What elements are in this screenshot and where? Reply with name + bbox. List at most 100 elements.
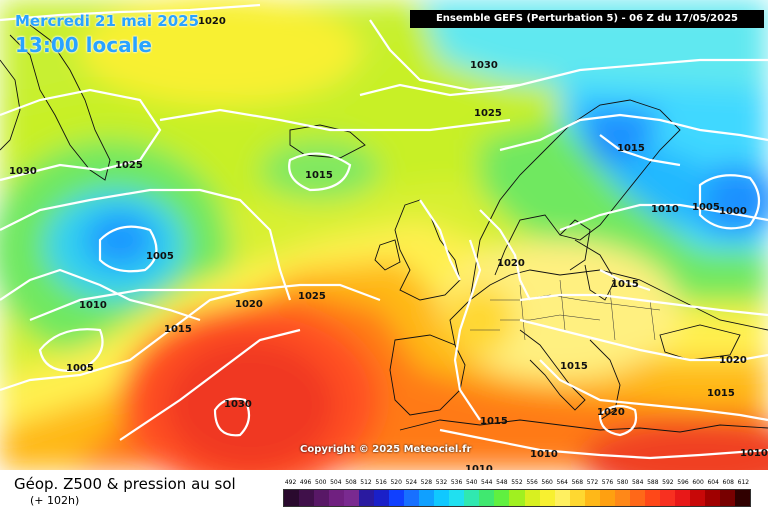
scale-swatch bbox=[599, 490, 615, 506]
scale-swatch bbox=[479, 490, 495, 506]
scale-swatch bbox=[584, 490, 600, 506]
scale-swatch bbox=[539, 490, 555, 506]
isobar-label: 1020 bbox=[497, 258, 525, 269]
scale-swatch bbox=[359, 490, 375, 506]
scale-label: 560 bbox=[541, 479, 553, 486]
isobar-label: 1010 bbox=[465, 464, 493, 470]
scale-label: 584 bbox=[631, 479, 644, 486]
color-scale: 492 496 500 504 508 512 516 520 524 528 532 536 540 5… bbox=[283, 479, 751, 507]
scale-swatch bbox=[449, 490, 465, 506]
map-canvas: 1020 1030 1025 1025 1030 1015 1005 1010 … bbox=[0, 0, 768, 470]
scale-swatch bbox=[659, 490, 675, 506]
scale-swatch bbox=[329, 490, 345, 506]
scale-label: 580 bbox=[616, 479, 629, 486]
scale-label: 544 bbox=[481, 479, 493, 486]
scale-swatch bbox=[719, 490, 735, 506]
scale-label: 576 bbox=[601, 479, 614, 486]
borders bbox=[470, 279, 661, 341]
model-run-banner: Ensemble GEFS (Perturbation 5) - 06 Z du… bbox=[410, 10, 764, 28]
isobar-label: 1020 bbox=[597, 407, 625, 418]
isobar-label: 1010 bbox=[530, 449, 558, 460]
scale-label: 500 bbox=[315, 479, 327, 486]
scale-label: 516 bbox=[375, 479, 387, 486]
isobars bbox=[0, 3, 768, 460]
scale-label: 600 bbox=[692, 479, 704, 486]
scale-swatch bbox=[674, 490, 690, 506]
scale-swatch bbox=[494, 490, 510, 506]
scale-label: 496 bbox=[299, 479, 312, 486]
scale-label: 508 bbox=[345, 479, 357, 486]
scale-label: 552 bbox=[511, 479, 523, 486]
scale-label: 504 bbox=[330, 479, 342, 486]
scale-swatch bbox=[464, 490, 480, 506]
isobar-label: 1005 bbox=[692, 202, 720, 213]
geopotential-field bbox=[0, 0, 768, 470]
isobar-label: 1020 bbox=[719, 355, 747, 366]
isobar-label: 1025 bbox=[115, 160, 143, 171]
map-footer: Géop. Z500 & pression au sol (+ 102h) 49… bbox=[0, 470, 768, 512]
isobar-label: 1020 bbox=[235, 299, 263, 310]
scale-label: 492 bbox=[284, 479, 297, 486]
isobar-label: 1015 bbox=[164, 324, 192, 335]
scale-swatch bbox=[299, 490, 315, 506]
scale-label: 588 bbox=[647, 479, 659, 486]
isobar-label: 1025 bbox=[298, 291, 326, 302]
scale-swatch bbox=[509, 490, 525, 506]
isobar-label: 1030 bbox=[470, 60, 498, 71]
scale-label: 532 bbox=[435, 479, 448, 486]
isobar-label: 1015 bbox=[305, 170, 333, 181]
scale-swatch bbox=[374, 490, 390, 506]
scale-label: 536 bbox=[450, 479, 463, 486]
scale-label: 596 bbox=[677, 479, 689, 486]
scale-label: 564 bbox=[556, 479, 568, 486]
scale-swatch bbox=[284, 490, 300, 506]
isobar-label: 1015 bbox=[617, 143, 645, 154]
isobar-label: 1010 bbox=[740, 448, 768, 459]
parameter-title: Géop. Z500 & pression au sol bbox=[14, 475, 236, 493]
scale-label: 556 bbox=[526, 479, 538, 486]
scale-label: 608 bbox=[722, 479, 734, 486]
isobar-labels: 1020 1030 1025 1025 1030 1015 1005 1010 … bbox=[9, 16, 768, 470]
isobar-label: 1015 bbox=[560, 361, 588, 372]
scale-label: 524 bbox=[405, 479, 418, 486]
scale-swatch bbox=[524, 490, 540, 506]
scale-swatch bbox=[569, 490, 585, 506]
lead-time: (+ 102h) bbox=[30, 494, 80, 507]
scale-swatch bbox=[434, 490, 450, 506]
scale-swatch bbox=[404, 490, 420, 506]
isobar-label: 1000 bbox=[719, 206, 747, 217]
isobar-label: 1005 bbox=[146, 251, 174, 262]
scale-swatch bbox=[704, 490, 720, 506]
isobar-label: 1030 bbox=[224, 399, 252, 410]
scale-swatch bbox=[419, 490, 435, 506]
copyright-notice: Copyright © 2025 Meteociel.fr bbox=[300, 444, 472, 455]
scale-swatch bbox=[389, 490, 405, 506]
isobar-label: 1005 bbox=[66, 363, 94, 374]
scale-label: 548 bbox=[496, 479, 508, 486]
color-scale-labels: 492 496 500 504 508 512 516 520 524 528 532 536 540 5… bbox=[283, 479, 751, 489]
scale-swatch bbox=[314, 490, 330, 506]
isobar-label: 1020 bbox=[198, 16, 226, 27]
isobar-label: 1015 bbox=[480, 416, 508, 427]
scale-label: 592 bbox=[662, 479, 674, 486]
isobar-label: 1030 bbox=[9, 166, 37, 177]
scale-swatch bbox=[689, 490, 705, 506]
isobar-label: 1015 bbox=[611, 279, 639, 290]
scale-label: 612 bbox=[737, 479, 750, 486]
scale-label: 512 bbox=[360, 479, 372, 486]
scale-swatch bbox=[344, 490, 360, 506]
scale-label: 540 bbox=[465, 479, 478, 486]
isobar-label: 1010 bbox=[79, 300, 107, 311]
color-scale-swatches bbox=[283, 489, 751, 507]
forecast-time: 13:00 locale bbox=[15, 33, 152, 57]
scale-swatch bbox=[554, 490, 570, 506]
scale-label: 520 bbox=[390, 479, 402, 486]
isobar-label: 1015 bbox=[707, 388, 735, 399]
scale-label: 568 bbox=[571, 479, 584, 486]
scale-label: 528 bbox=[420, 479, 433, 486]
forecast-date: Mercredi 21 mai 2025 bbox=[15, 12, 200, 30]
scale-label: 572 bbox=[586, 479, 599, 486]
scale-swatch bbox=[644, 490, 660, 506]
scale-label: 604 bbox=[707, 479, 719, 486]
scale-swatch bbox=[629, 490, 645, 506]
